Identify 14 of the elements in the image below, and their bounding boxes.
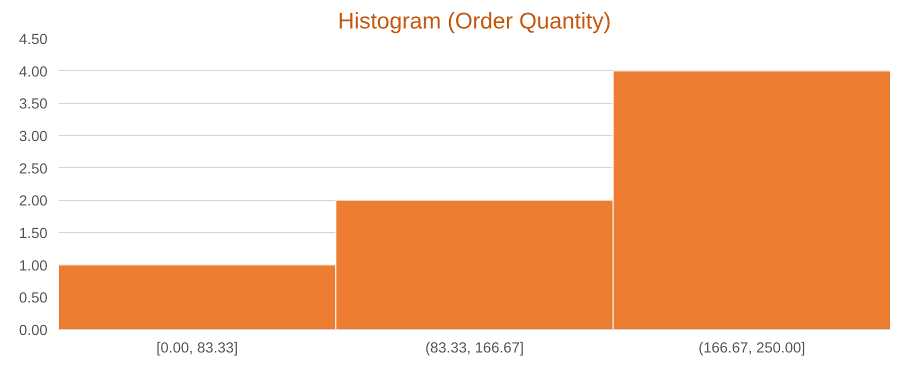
y-tick-label: 1.00	[18, 258, 48, 274]
x-tick-label: (83.33, 166.67]	[425, 340, 524, 356]
y-tick-label: 2.50	[18, 161, 48, 178]
y-tick-label: 4.00	[18, 64, 48, 80]
y-tick-label: 3.00	[18, 129, 48, 145]
y-tick-label: 0.50	[18, 290, 48, 307]
y-tick-label: 0.00	[18, 323, 48, 339]
x-tick-label: (166.67, 250.00]	[698, 340, 806, 356]
chart-title: Histogram (Order Quantity)	[338, 8, 612, 34]
y-tick-label: 3.50	[18, 96, 48, 113]
y-tick-label: 2.00	[18, 194, 48, 210]
y-tick-label: 4.50	[18, 32, 48, 48]
x-tick-label: [0.00, 83.33]	[156, 340, 238, 356]
y-tick-label: 1.50	[18, 226, 48, 242]
